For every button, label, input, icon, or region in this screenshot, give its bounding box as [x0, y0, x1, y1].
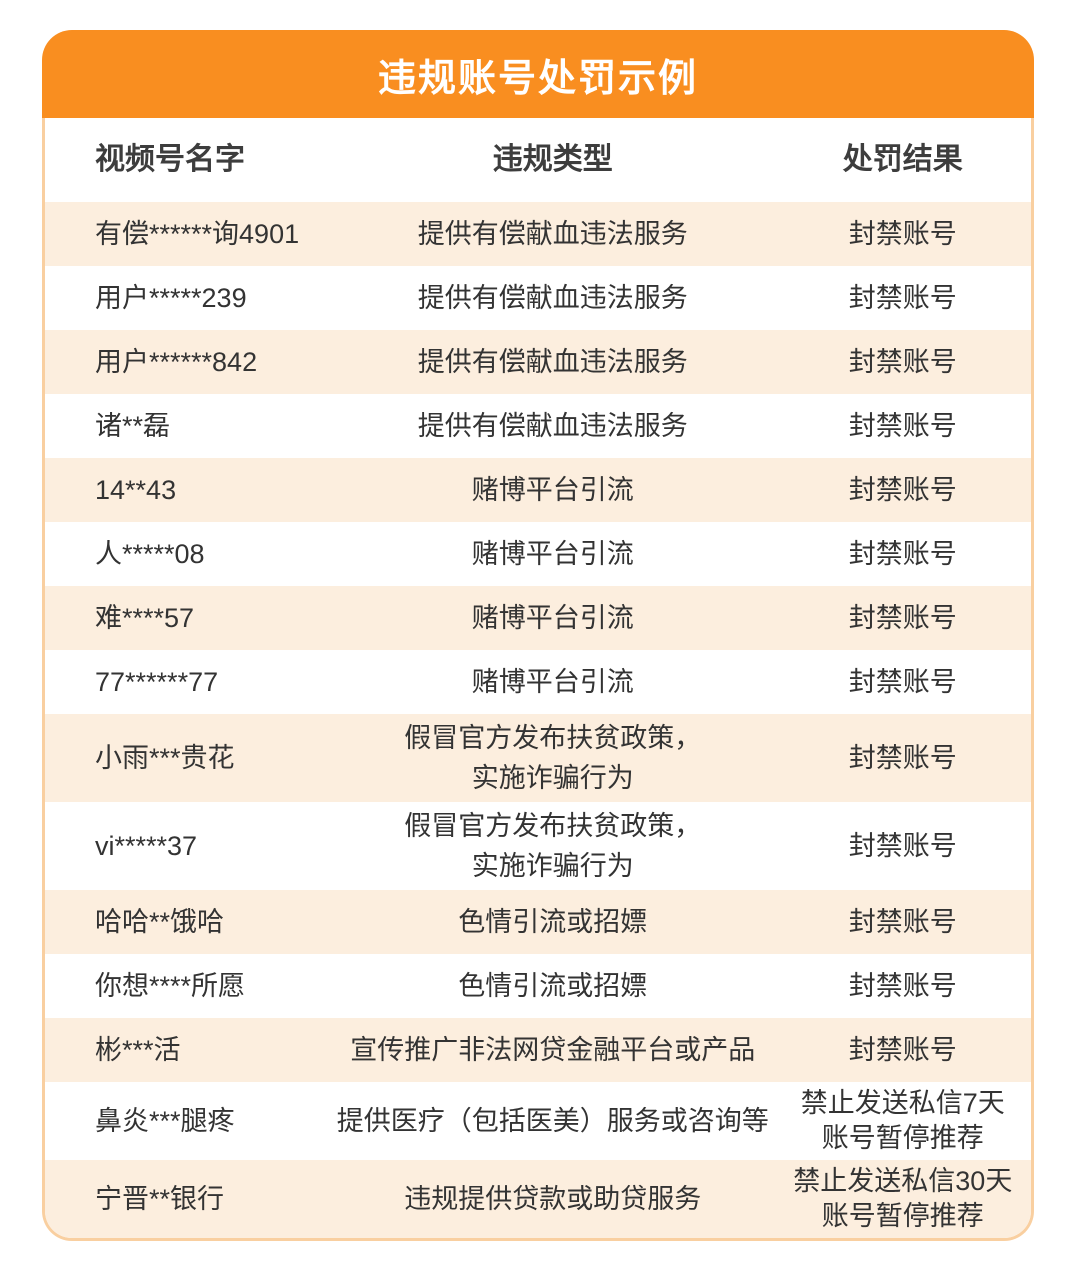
table-rows: 有偿******询4901 提供有偿献血违法服务 封禁账号 用户*****239… — [45, 202, 1031, 1238]
violation-type-cell: 提供有偿献血违法服务 — [417, 219, 688, 249]
penalty-result-cell: 封禁账号 — [848, 666, 957, 697]
table-title-bar: 违规账号处罚示例 — [42, 30, 1034, 118]
violation-type-cell: 赌博平台引流 — [471, 539, 634, 569]
penalty-result-cell: 封禁账号 — [848, 218, 957, 249]
penalty-result-cell: 禁止发送私信7天 账号暂停推荐 — [800, 1088, 1005, 1153]
violation-type-cell: 色情引流或招嫖 — [458, 971, 648, 1001]
table-row: 人*****08 赌博平台引流 封禁账号 — [45, 522, 1031, 586]
violation-type-cell: 提供医疗（包括医美）服务或咨询等 — [336, 1106, 769, 1136]
table-row: 有偿******询4901 提供有偿献血违法服务 封禁账号 — [45, 202, 1031, 266]
table-row: 鼻炎***腿疼 提供医疗（包括医美）服务或咨询等 禁止发送私信7天 账号暂停推荐 — [45, 1082, 1031, 1160]
table-row: 彬***活 宣传推广非法网贷金融平台或产品 封禁账号 — [45, 1018, 1031, 1082]
penalty-result-cell: 封禁账号 — [848, 970, 957, 1001]
account-name-cell: 难****57 — [95, 603, 195, 633]
table-row: 用户******842 提供有偿献血违法服务 封禁账号 — [45, 330, 1031, 394]
table-row: 难****57 赌博平台引流 封禁账号 — [45, 586, 1031, 650]
table-title: 违规账号处罚示例 — [377, 57, 698, 100]
table-row: 你想****所愿 色情引流或招嫖 封禁账号 — [45, 954, 1031, 1018]
penalty-result-cell: 封禁账号 — [848, 474, 957, 505]
account-name-cell: 用户*****239 — [95, 283, 247, 313]
penalty-result-cell: 封禁账号 — [848, 346, 957, 377]
table-row: 哈哈**饿哈 色情引流或招嫖 封禁账号 — [45, 890, 1031, 954]
table-row: 诸**磊 提供有偿献血违法服务 封禁账号 — [45, 394, 1031, 458]
table-row: 用户*****239 提供有偿献血违法服务 封禁账号 — [45, 266, 1031, 330]
penalty-result-cell: 封禁账号 — [848, 410, 957, 441]
penalty-result-cell: 封禁账号 — [848, 602, 957, 633]
violation-type-cell: 赌博平台引流 — [471, 603, 634, 633]
account-name-cell: 宁晋**银行 — [95, 1184, 225, 1214]
table-body: 视频号名字 违规类型 处罚结果 有偿******询4901 提供有偿献血违法服务… — [42, 118, 1034, 1241]
penalty-result-cell: 封禁账号 — [848, 1034, 957, 1065]
table-row: 宁晋**银行 违规提供贷款或助贷服务 禁止发送私信30天 账号暂停推荐 — [45, 1160, 1031, 1238]
violation-type-cell: 假冒官方发布扶贫政策， 实施诈骗行为 — [404, 723, 702, 793]
account-name-cell: 鼻炎***腿疼 — [95, 1106, 235, 1136]
account-name-cell: 用户******842 — [95, 347, 258, 377]
account-name-cell: 你想****所愿 — [95, 971, 246, 1001]
table-row: vi*****37 假冒官方发布扶贫政策， 实施诈骗行为 封禁账号 — [45, 802, 1031, 890]
account-name-cell: 小雨***贵花 — [95, 743, 235, 773]
column-header-violation-type: 违规类型 — [492, 143, 613, 176]
violation-type-cell: 赌博平台引流 — [471, 667, 634, 697]
table-row: 小雨***贵花 假冒官方发布扶贫政策， 实施诈骗行为 封禁账号 — [45, 714, 1031, 802]
account-name-cell: 14**43 — [95, 475, 177, 505]
penalty-result-cell: 封禁账号 — [848, 742, 957, 773]
column-header-penalty-result: 处罚结果 — [842, 143, 963, 176]
table-row: 14**43 赌博平台引流 封禁账号 — [45, 458, 1031, 522]
penalty-result-cell: 封禁账号 — [848, 830, 957, 861]
account-name-cell: vi*****37 — [95, 831, 198, 861]
violation-type-cell: 提供有偿献血违法服务 — [417, 283, 688, 313]
violation-type-cell: 赌博平台引流 — [471, 475, 634, 505]
violation-type-cell: 色情引流或招嫖 — [458, 907, 648, 937]
table-header-row: 视频号名字 违规类型 处罚结果 — [45, 118, 1031, 202]
account-name-cell: 77******77 — [95, 667, 219, 697]
penalty-result-cell: 封禁账号 — [848, 282, 957, 313]
violation-type-cell: 违规提供贷款或助贷服务 — [404, 1184, 702, 1214]
account-name-cell: 哈哈**饿哈 — [95, 907, 225, 937]
violation-type-cell: 提供有偿献血违法服务 — [417, 347, 688, 377]
penalty-result-cell: 封禁账号 — [848, 906, 957, 937]
violation-type-cell: 假冒官方发布扶贫政策， 实施诈骗行为 — [404, 811, 702, 881]
column-header-account-name: 视频号名字 — [95, 143, 245, 176]
account-name-cell: 彬***活 — [95, 1035, 181, 1065]
account-name-cell: 有偿******询4901 — [95, 219, 300, 249]
violation-type-cell: 提供有偿献血违法服务 — [417, 411, 688, 441]
account-name-cell: 人*****08 — [95, 539, 205, 569]
penalty-result-cell: 封禁账号 — [848, 538, 957, 569]
account-name-cell: 诸**磊 — [95, 411, 171, 441]
table-row: 77******77 赌博平台引流 封禁账号 — [45, 650, 1031, 714]
penalty-result-cell: 禁止发送私信30天 账号暂停推荐 — [793, 1166, 1013, 1231]
violation-type-cell: 宣传推广非法网贷金融平台或产品 — [350, 1035, 756, 1065]
penalty-table-card: 违规账号处罚示例 视频号名字 违规类型 处罚结果 有偿******询4901 提… — [42, 30, 1034, 1241]
